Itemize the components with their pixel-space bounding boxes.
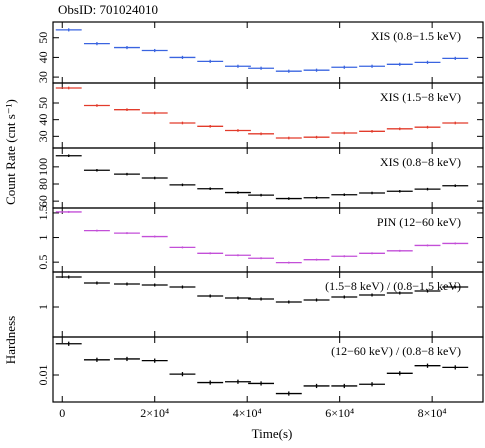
y-axis-title-hardness: Hardness: [3, 316, 18, 364]
panel-4: 0.5 1 1.5 PIN (12−60 keV): [36, 205, 484, 273]
y-tick-label: 80: [36, 178, 50, 190]
y-tick-label: 100: [36, 158, 50, 176]
panel-frame: [52, 336, 484, 403]
y-tick-label: 40: [36, 51, 50, 63]
panel-2: 30 40 50 XIS (1.5−8 keV): [36, 82, 484, 149]
y-tick-label: 1.5: [36, 205, 50, 220]
x-tick-label: 0: [59, 406, 65, 420]
y-axis-title-count-rate: Count Rate (cnt s⁻¹): [3, 99, 18, 205]
y-tick-label: 0.5: [36, 255, 50, 270]
panel-label: PIN (12−60 keV): [377, 215, 461, 229]
y-tick-label: 60: [36, 195, 50, 207]
x-tick-label: 6×10⁴: [325, 406, 354, 420]
y-tick-label: 0.01: [36, 364, 50, 385]
panel-label: (12−60 keV) / (0.8−8 keV): [331, 344, 461, 358]
y-tick-label: 1: [36, 304, 50, 310]
x-tick-label: 4×10⁴: [233, 406, 262, 420]
y-tick-label: 50: [36, 97, 50, 109]
obsid-label: ObsID: 701024010: [58, 2, 158, 17]
panel-5: 1 (1.5−8 keV) / (0.8−1.5 keV): [36, 271, 484, 338]
x-tick-label: 2×10⁴: [140, 406, 169, 420]
y-tick-label: 30: [36, 71, 50, 83]
panel-label: XIS (0.8−1.5 keV): [371, 29, 461, 43]
panels-group: 30 40 50 XIS (0.8−1.5 keV) 30 40 50 XIS (1.5−8 …: [36, 21, 484, 420]
panel-6: 0.01 (12−60 keV) / (0.8−8 keV): [36, 336, 484, 403]
panel-label: (1.5−8 keV) / (0.8−1.5 keV): [325, 279, 461, 293]
y-tick-label: 1: [36, 235, 50, 241]
panel-1: 30 40 50 XIS (0.8−1.5 keV): [36, 21, 484, 84]
x-tick-label: 8×10⁴: [418, 406, 447, 420]
panel-3: 60 80 100 XIS (0.8−8 keV): [36, 147, 484, 209]
panel-label: XIS (0.8−8 keV): [380, 155, 461, 169]
y-tick-label: 40: [36, 114, 50, 126]
y-tick-label: 50: [36, 32, 50, 44]
x-axis-title: Time(s): [252, 426, 293, 441]
y-tick-label: 30: [36, 130, 50, 142]
panel-label: XIS (1.5−8 keV): [380, 90, 461, 104]
